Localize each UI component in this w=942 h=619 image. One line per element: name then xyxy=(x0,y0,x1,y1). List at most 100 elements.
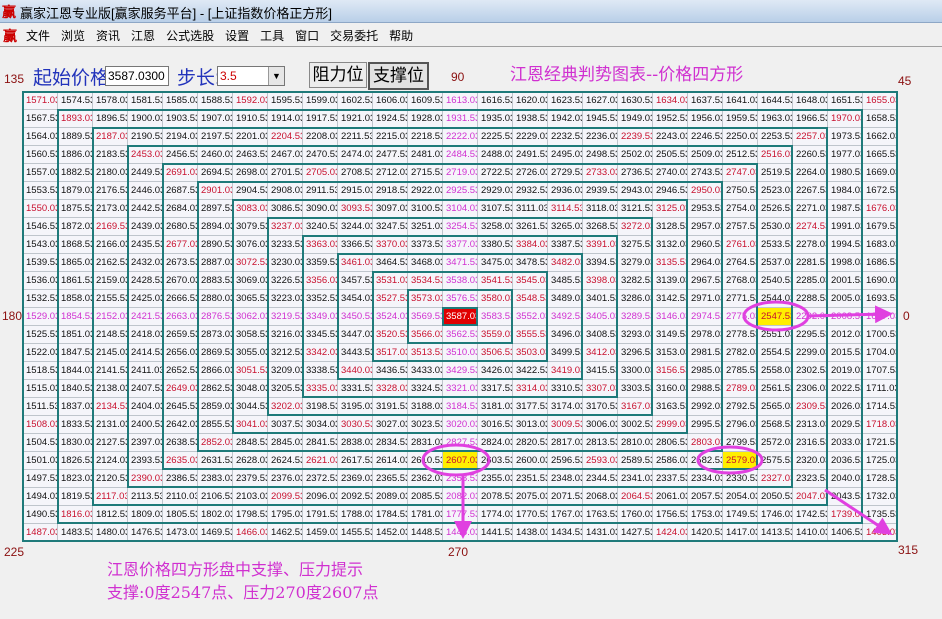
price-cell[interactable]: 1707.53 xyxy=(863,362,898,380)
price-cell[interactable]: 2008.53 xyxy=(828,308,863,326)
price-cell[interactable]: 3058.53 xyxy=(233,326,268,344)
price-cell[interactable]: 2684.03 xyxy=(163,200,198,218)
price-cell[interactable]: 2362.03 xyxy=(408,470,443,488)
price-cell[interactable]: 2694.53 xyxy=(198,164,233,182)
price-cell[interactable]: 3107.53 xyxy=(478,200,513,218)
price-cell[interactable]: 1868.53 xyxy=(58,236,93,254)
price-cell[interactable]: 3569.53 xyxy=(408,308,443,326)
price-cell[interactable]: 3436.53 xyxy=(373,362,408,380)
price-cell[interactable]: 3013.03 xyxy=(513,416,548,434)
price-cell[interactable]: 2904.53 xyxy=(233,182,268,200)
price-cell[interactable]: 2757.53 xyxy=(723,218,758,236)
price-cell[interactable]: 2740.03 xyxy=(653,164,688,182)
price-cell[interactable]: 3499.53 xyxy=(548,344,583,362)
price-cell[interactable]: 3405.03 xyxy=(583,308,618,326)
price-cell[interactable]: 1662.03 xyxy=(863,128,898,146)
price-cell[interactable]: 3377.03 xyxy=(443,236,478,254)
price-cell[interactable]: 1994.53 xyxy=(828,236,863,254)
price-cell[interactable]: 3349.03 xyxy=(303,308,338,326)
price-cell[interactable]: 2110.03 xyxy=(163,488,198,506)
price-cell[interactable]: 1455.53 xyxy=(338,524,373,542)
price-cell[interactable]: 2698.03 xyxy=(233,164,268,182)
price-cell[interactable]: 2950.03 xyxy=(688,182,723,200)
price-cell[interactable]: 3104.03 xyxy=(443,200,478,218)
price-cell[interactable]: 2127.53 xyxy=(93,434,128,452)
price-cell[interactable]: 3146.03 xyxy=(653,308,688,326)
price-cell[interactable]: 2092.53 xyxy=(338,488,373,506)
price-cell[interactable]: 1424.03 xyxy=(653,524,688,542)
price-cell[interactable]: 2554.53 xyxy=(758,344,793,362)
price-cell[interactable]: 3552.03 xyxy=(513,308,548,326)
price-cell[interactable]: 2057.53 xyxy=(688,488,723,506)
price-cell[interactable]: 2435.53 xyxy=(128,236,163,254)
price-cell[interactable]: 3261.53 xyxy=(513,218,548,236)
price-cell[interactable]: 3562.53 xyxy=(443,326,478,344)
price-cell[interactable]: 2012.03 xyxy=(828,326,863,344)
price-cell[interactable]: 2575.53 xyxy=(758,452,793,470)
price-cell[interactable]: 2260.53 xyxy=(793,146,828,164)
price-cell[interactable]: 3205.53 xyxy=(268,380,303,398)
price-cell[interactable]: 1420.53 xyxy=(688,524,723,542)
price-cell[interactable]: 1431.03 xyxy=(583,524,618,542)
price-cell[interactable]: 3265.03 xyxy=(548,218,583,236)
price-cell[interactable]: 2404.03 xyxy=(128,398,163,416)
price-cell[interactable]: 2439.03 xyxy=(128,218,163,236)
price-cell[interactable]: 2533.53 xyxy=(758,236,793,254)
price-cell[interactable]: 2771.53 xyxy=(723,290,758,308)
price-cell[interactable]: 1553.53 xyxy=(23,182,58,200)
price-cell[interactable]: 2747.03 xyxy=(723,164,758,182)
price-cell[interactable]: 2166.03 xyxy=(93,236,128,254)
price-cell[interactable]: 2596.53 xyxy=(548,452,583,470)
price-cell[interactable]: 1637.53 xyxy=(688,92,723,110)
price-cell[interactable]: 2848.53 xyxy=(233,434,268,452)
price-cell[interactable]: 1469.53 xyxy=(198,524,233,542)
price-cell[interactable]: 2470.53 xyxy=(303,146,338,164)
price-cell[interactable]: 2565.03 xyxy=(758,398,793,416)
price-cell[interactable]: 3342.03 xyxy=(303,344,338,362)
price-cell[interactable]: 2064.53 xyxy=(618,488,653,506)
price-cell[interactable]: 2453.03 xyxy=(128,146,163,164)
price-cell[interactable]: 2456.53 xyxy=(163,146,198,164)
price-cell[interactable]: 2761.03 xyxy=(723,236,758,254)
price-cell[interactable]: 2887.03 xyxy=(198,254,233,272)
price-cell[interactable]: 3492.53 xyxy=(548,308,583,326)
price-cell[interactable]: 2407.53 xyxy=(128,380,163,398)
price-cell[interactable]: 1935.03 xyxy=(478,110,513,128)
price-cell[interactable]: 2677.03 xyxy=(163,236,198,254)
price-cell[interactable]: 3573.03 xyxy=(408,290,443,308)
price-cell[interactable]: 1973.53 xyxy=(828,128,863,146)
price-cell[interactable]: 3237.03 xyxy=(268,218,303,236)
price-cell[interactable]: 1508.03 xyxy=(23,416,58,434)
price-cell[interactable]: 1823.03 xyxy=(58,470,93,488)
price-cell[interactable]: 1483.53 xyxy=(58,524,93,542)
price-cell[interactable]: 2211.53 xyxy=(338,128,373,146)
price-cell[interactable]: 1854.53 xyxy=(58,308,93,326)
price-cell[interactable]: 2586.03 xyxy=(653,452,688,470)
price-cell[interactable]: 1588.53 xyxy=(198,92,233,110)
price-cell[interactable]: 2855.53 xyxy=(198,416,233,434)
price-cell[interactable]: 2302.53 xyxy=(793,362,828,380)
price-cell[interactable]: 1480.03 xyxy=(93,524,128,542)
price-cell[interactable]: 3457.53 xyxy=(338,272,373,290)
price-cell[interactable]: 3268.53 xyxy=(583,218,618,236)
menu-item[interactable]: 工具 xyxy=(260,29,285,43)
price-cell[interactable]: 2635.03 xyxy=(163,452,198,470)
price-cell[interactable]: 2607.03 xyxy=(443,452,478,470)
price-cell[interactable]: 3230.03 xyxy=(268,254,303,272)
price-cell[interactable]: 2614.03 xyxy=(373,452,408,470)
price-cell[interactable]: 1546.53 xyxy=(23,218,58,236)
price-cell[interactable]: 2845.03 xyxy=(268,434,303,452)
price-cell[interactable]: 3090.03 xyxy=(303,200,338,218)
price-cell[interactable]: 2190.53 xyxy=(128,128,163,146)
price-cell[interactable]: 2218.53 xyxy=(408,128,443,146)
price-cell[interactable]: 2862.53 xyxy=(198,380,233,398)
price-cell[interactable]: 2274.53 xyxy=(793,218,828,236)
price-cell[interactable]: 2421.53 xyxy=(128,308,163,326)
price-cell[interactable]: 1686.53 xyxy=(863,254,898,272)
price-cell[interactable]: 3433.03 xyxy=(408,362,443,380)
price-cell[interactable]: 3139.03 xyxy=(653,272,688,290)
price-cell[interactable]: 2649.03 xyxy=(163,380,198,398)
price-cell[interactable]: 2712.03 xyxy=(373,164,408,182)
price-cell[interactable]: 1938.53 xyxy=(513,110,548,128)
price-cell[interactable]: 1746.03 xyxy=(758,506,793,524)
